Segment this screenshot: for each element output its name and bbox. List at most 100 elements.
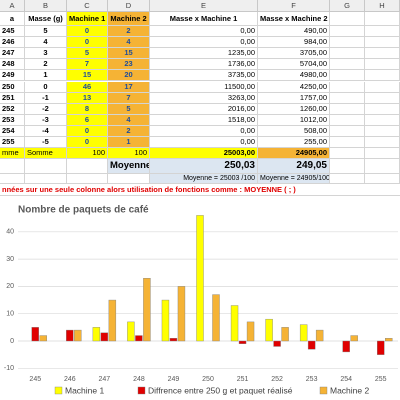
legend-label: Machine 1 <box>65 385 104 395</box>
table-cell: 4980,00 <box>258 70 330 82</box>
empty-cell <box>330 26 365 38</box>
bar <box>299 324 308 342</box>
chart-title: Nombre de paquets de café <box>18 205 149 216</box>
bar <box>108 299 117 342</box>
header-cell: Machine 2 <box>108 12 150 26</box>
y-tick-label: 30 <box>6 256 14 263</box>
empty-cell <box>330 92 365 104</box>
table-cell: 8 <box>67 103 108 115</box>
column-letter: G <box>330 0 365 12</box>
empty-cell <box>365 114 400 126</box>
empty-cell <box>330 70 365 82</box>
table-cell: 20 <box>108 70 150 82</box>
y-tick-label: -10 <box>4 365 14 372</box>
table-cell: 254 <box>0 125 25 137</box>
table-cell: 508,00 <box>258 125 330 137</box>
bar <box>281 327 289 342</box>
x-tick-label: 252 <box>271 376 283 383</box>
sum-cell: 100 <box>108 148 150 160</box>
header-cell: Machine 1 <box>67 12 108 26</box>
bar <box>169 338 178 342</box>
bar <box>177 286 186 342</box>
empty-cell <box>330 114 365 126</box>
table-cell: 246 <box>0 37 25 49</box>
empty-cell <box>365 48 400 60</box>
sum-cell: 100 <box>67 148 108 160</box>
bar <box>127 321 135 342</box>
legend-label: Machine 2 <box>330 385 369 395</box>
table-cell: 0 <box>67 37 108 49</box>
table-cell: 249 <box>0 70 25 82</box>
table-cell: 984,00 <box>258 37 330 49</box>
empty-cell <box>330 59 365 71</box>
table-cell: -5 <box>25 137 67 149</box>
table-cell: 255 <box>0 137 25 149</box>
table-cell: 255,00 <box>258 137 330 149</box>
empty-cell <box>365 26 400 38</box>
empty-cell <box>330 125 365 137</box>
empty-cell <box>25 174 67 185</box>
table-cell: 252 <box>0 103 25 115</box>
sum-cell: Somme <box>25 148 67 160</box>
bar <box>196 215 204 342</box>
empty-cell <box>0 159 25 175</box>
empty-cell <box>365 81 400 93</box>
bar <box>66 329 74 342</box>
column-letter: C <box>67 0 108 12</box>
table-cell: 4 <box>25 37 67 49</box>
table-cell: 1736,00 <box>150 59 258 71</box>
empty-cell <box>365 159 400 175</box>
header-cell: a <box>0 12 25 26</box>
table-cell: 253 <box>0 114 25 126</box>
table-cell: 1260,00 <box>258 103 330 115</box>
mean-value: 249,05 <box>258 159 330 175</box>
table-cell: 2016,00 <box>150 103 258 115</box>
table-cell: 1235,00 <box>150 48 258 60</box>
table-cell: 15 <box>67 70 108 82</box>
bar <box>143 278 151 342</box>
empty-cell <box>365 148 400 160</box>
column-letter: A <box>0 0 25 12</box>
empty-cell <box>365 37 400 49</box>
chart: Nombre de paquets de café -10 0 10 20 30 40 24… <box>0 198 400 400</box>
table-cell: 0 <box>67 125 108 137</box>
x-tick-label: 247 <box>99 376 111 383</box>
y-tick-label: 20 <box>6 283 14 290</box>
table-cell: 1 <box>25 70 67 82</box>
empty-cell <box>330 159 365 175</box>
table-cell: 7 <box>67 59 108 71</box>
header-cell: Masse x Machine 1 <box>150 12 258 26</box>
table-cell: 0 <box>67 137 108 149</box>
table-cell: 5 <box>108 103 150 115</box>
x-tick-label: 251 <box>237 376 249 383</box>
table-cell: 5 <box>25 26 67 38</box>
table-cell: 3735,00 <box>150 70 258 82</box>
table-cell: 3705,00 <box>258 48 330 60</box>
note: nnées sur une seule colonne alors utilis… <box>0 184 400 197</box>
bar <box>39 335 47 342</box>
empty-cell <box>330 103 365 115</box>
bar <box>92 327 101 342</box>
table-cell: -2 <box>25 103 67 115</box>
empty-cell <box>365 125 400 137</box>
bar <box>315 329 324 342</box>
table-cell: 0,00 <box>150 125 258 137</box>
mean-value: 250,03 <box>150 159 258 175</box>
bar <box>230 305 239 342</box>
empty-cell <box>365 92 400 104</box>
bar <box>350 335 358 342</box>
header-cell: Masse (g) <box>25 12 67 26</box>
bar <box>161 299 170 342</box>
table-cell: 0,00 <box>150 137 258 149</box>
legend-swatch <box>54 386 63 395</box>
x-tick-label: 253 <box>306 376 318 383</box>
bar <box>342 340 350 353</box>
empty-cell <box>330 12 365 26</box>
bar <box>307 340 316 350</box>
table-cell: 0,00 <box>150 37 258 49</box>
table-cell: 7 <box>108 92 150 104</box>
table-cell: 248 <box>0 59 25 71</box>
legend-label: Diffrence entre 250 g et paquet réalisé <box>148 385 293 395</box>
table-cell: 1518,00 <box>150 114 258 126</box>
